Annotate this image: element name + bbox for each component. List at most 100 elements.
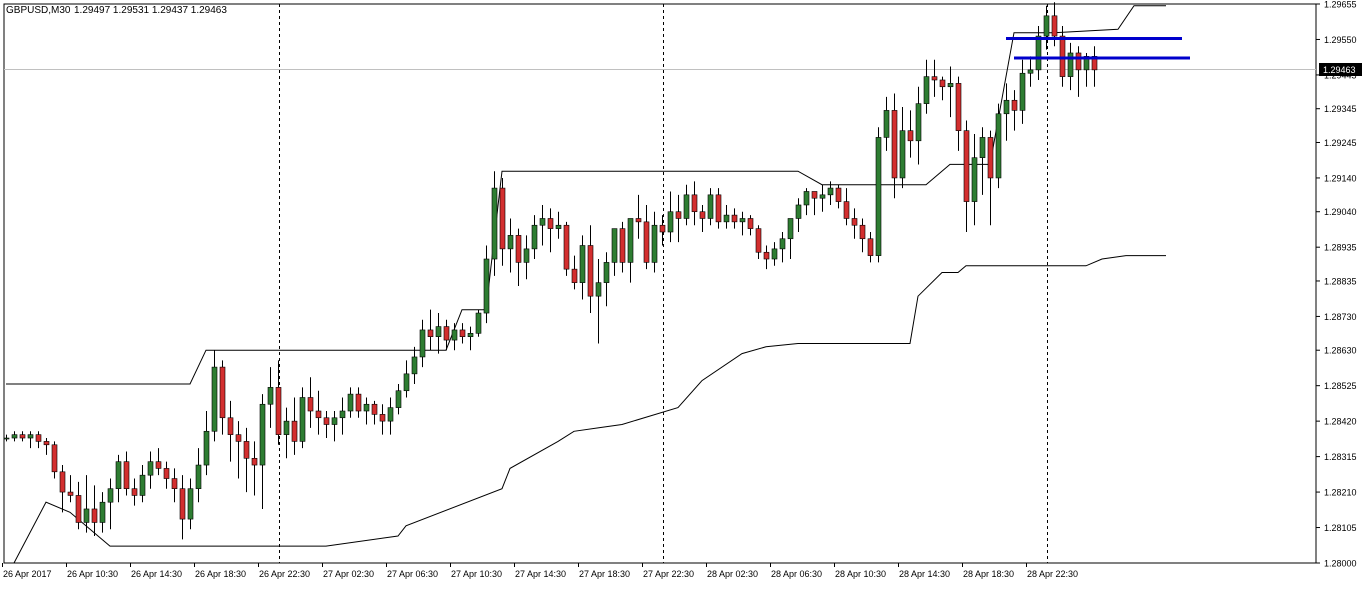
candle[interactable] (371, 400, 378, 425)
candle[interactable] (307, 377, 314, 428)
candle[interactable] (779, 231, 786, 263)
candle[interactable] (619, 221, 626, 273)
candle[interactable] (155, 448, 162, 476)
candle[interactable] (555, 211, 562, 239)
candle[interactable] (547, 208, 554, 253)
candle[interactable] (1043, 5, 1050, 50)
candle[interactable] (627, 218, 634, 283)
candle[interactable] (1027, 56, 1034, 87)
candle[interactable] (499, 177, 506, 266)
candle[interactable] (115, 454, 122, 503)
candle[interactable] (435, 313, 442, 354)
candle[interactable] (859, 218, 866, 253)
candle[interactable] (843, 188, 850, 226)
candle[interactable] (171, 468, 178, 503)
candle[interactable] (979, 127, 986, 195)
candle[interactable] (11, 431, 18, 442)
candle[interactable] (275, 360, 282, 445)
candle[interactable] (603, 252, 610, 307)
candle[interactable] (243, 427, 250, 493)
candle[interactable] (491, 171, 498, 276)
candle[interactable] (291, 397, 298, 455)
candle[interactable] (99, 492, 106, 533)
candle[interactable] (915, 86, 922, 165)
candle[interactable] (827, 181, 834, 205)
candle[interactable] (315, 390, 322, 435)
candle[interactable] (971, 134, 978, 226)
candle[interactable] (347, 387, 354, 418)
candle[interactable] (331, 411, 338, 442)
candle[interactable] (259, 394, 266, 509)
candle[interactable] (67, 475, 74, 503)
candle[interactable] (571, 255, 578, 290)
candle[interactable] (659, 215, 666, 246)
candle[interactable] (1091, 46, 1098, 87)
candle[interactable] (163, 461, 170, 489)
candle[interactable] (83, 475, 90, 533)
candle[interactable] (475, 309, 482, 337)
candle[interactable] (427, 309, 434, 351)
candle[interactable] (523, 235, 530, 280)
candle[interactable] (235, 421, 242, 479)
candle[interactable] (195, 448, 202, 503)
candle[interactable] (1011, 90, 1018, 131)
candle[interactable] (451, 323, 458, 351)
candle[interactable] (139, 465, 146, 503)
candle[interactable] (51, 441, 58, 479)
candle[interactable] (675, 194, 682, 243)
candle[interactable] (267, 367, 274, 428)
candle[interactable] (995, 103, 1002, 189)
candle[interactable] (595, 259, 602, 344)
candle[interactable] (955, 76, 962, 151)
candle[interactable] (131, 478, 138, 506)
candle[interactable] (387, 397, 394, 435)
candle[interactable] (123, 451, 130, 496)
candle[interactable] (875, 127, 882, 263)
candle[interactable] (739, 211, 746, 236)
candle[interactable] (211, 350, 218, 442)
candle[interactable] (1059, 25, 1066, 87)
candle[interactable] (1035, 25, 1042, 80)
candle[interactable] (411, 346, 418, 384)
candle[interactable] (3, 434, 10, 442)
candle[interactable] (515, 228, 522, 287)
candle[interactable] (907, 110, 914, 158)
candle[interactable] (699, 204, 706, 232)
candle[interactable] (379, 404, 386, 435)
candle[interactable] (1019, 59, 1026, 124)
candle[interactable] (227, 400, 234, 462)
candle[interactable] (587, 225, 594, 314)
candle[interactable] (339, 397, 346, 435)
candle[interactable] (43, 438, 50, 455)
candle[interactable] (963, 120, 970, 232)
candle[interactable] (763, 245, 770, 270)
candle[interactable] (1067, 42, 1074, 91)
candle[interactable] (563, 221, 570, 276)
candle[interactable] (851, 208, 858, 239)
candle[interactable] (19, 431, 26, 442)
candle[interactable] (187, 478, 194, 530)
candle[interactable] (283, 407, 290, 459)
candle[interactable] (939, 76, 946, 101)
candle[interactable] (643, 204, 650, 270)
candle[interactable] (771, 242, 778, 266)
candle[interactable] (35, 431, 42, 449)
candle[interactable] (635, 194, 642, 239)
candle[interactable] (835, 184, 842, 209)
candle[interactable] (803, 188, 810, 216)
candle[interactable] (363, 397, 370, 425)
candle[interactable] (59, 465, 66, 513)
candle[interactable] (691, 181, 698, 226)
candle[interactable] (531, 215, 538, 260)
candle[interactable] (923, 59, 930, 114)
candle[interactable] (651, 211, 658, 273)
candle[interactable] (667, 191, 674, 243)
candle[interactable] (179, 475, 186, 540)
candle[interactable] (147, 451, 154, 489)
candle[interactable] (419, 319, 426, 368)
candle[interactable] (459, 323, 466, 344)
candle[interactable] (795, 198, 802, 232)
candle[interactable] (947, 66, 954, 118)
